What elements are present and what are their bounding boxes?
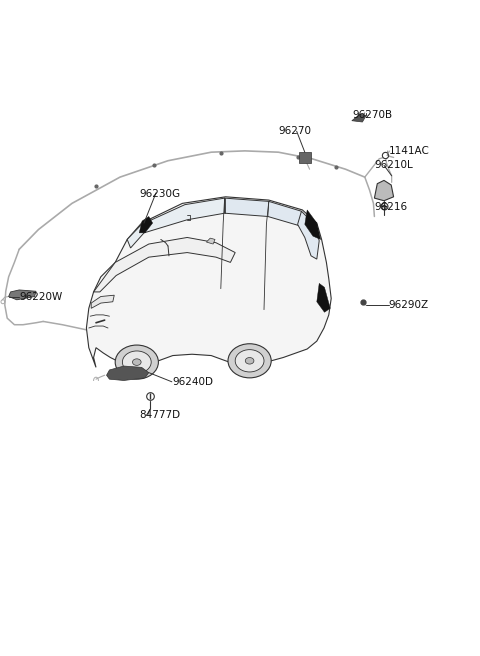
Text: 96220W: 96220W [19, 291, 62, 302]
Polygon shape [298, 211, 319, 259]
Polygon shape [225, 198, 301, 226]
Polygon shape [107, 366, 149, 380]
Ellipse shape [115, 345, 158, 379]
Polygon shape [91, 295, 114, 308]
Polygon shape [206, 238, 215, 244]
Polygon shape [9, 290, 36, 300]
Text: 96270: 96270 [278, 126, 312, 136]
Polygon shape [127, 198, 225, 248]
Polygon shape [374, 180, 394, 201]
Text: 96216: 96216 [374, 201, 408, 212]
Ellipse shape [122, 351, 151, 373]
Text: 96240D: 96240D [173, 377, 214, 387]
Text: 96290Z: 96290Z [389, 300, 429, 310]
Polygon shape [305, 210, 321, 239]
Polygon shape [317, 283, 330, 312]
Text: 84777D: 84777D [139, 409, 180, 420]
Bar [299, 152, 311, 163]
Ellipse shape [235, 350, 264, 372]
Text: 96230G: 96230G [139, 188, 180, 199]
Text: 96210L: 96210L [374, 160, 413, 171]
Ellipse shape [132, 359, 141, 365]
Polygon shape [139, 216, 153, 233]
Polygon shape [352, 114, 366, 122]
Text: 96270B: 96270B [353, 110, 393, 120]
Ellipse shape [245, 358, 254, 364]
Text: 1141AC: 1141AC [389, 146, 430, 156]
Polygon shape [86, 197, 331, 367]
Ellipse shape [228, 344, 271, 378]
Polygon shape [94, 237, 235, 292]
